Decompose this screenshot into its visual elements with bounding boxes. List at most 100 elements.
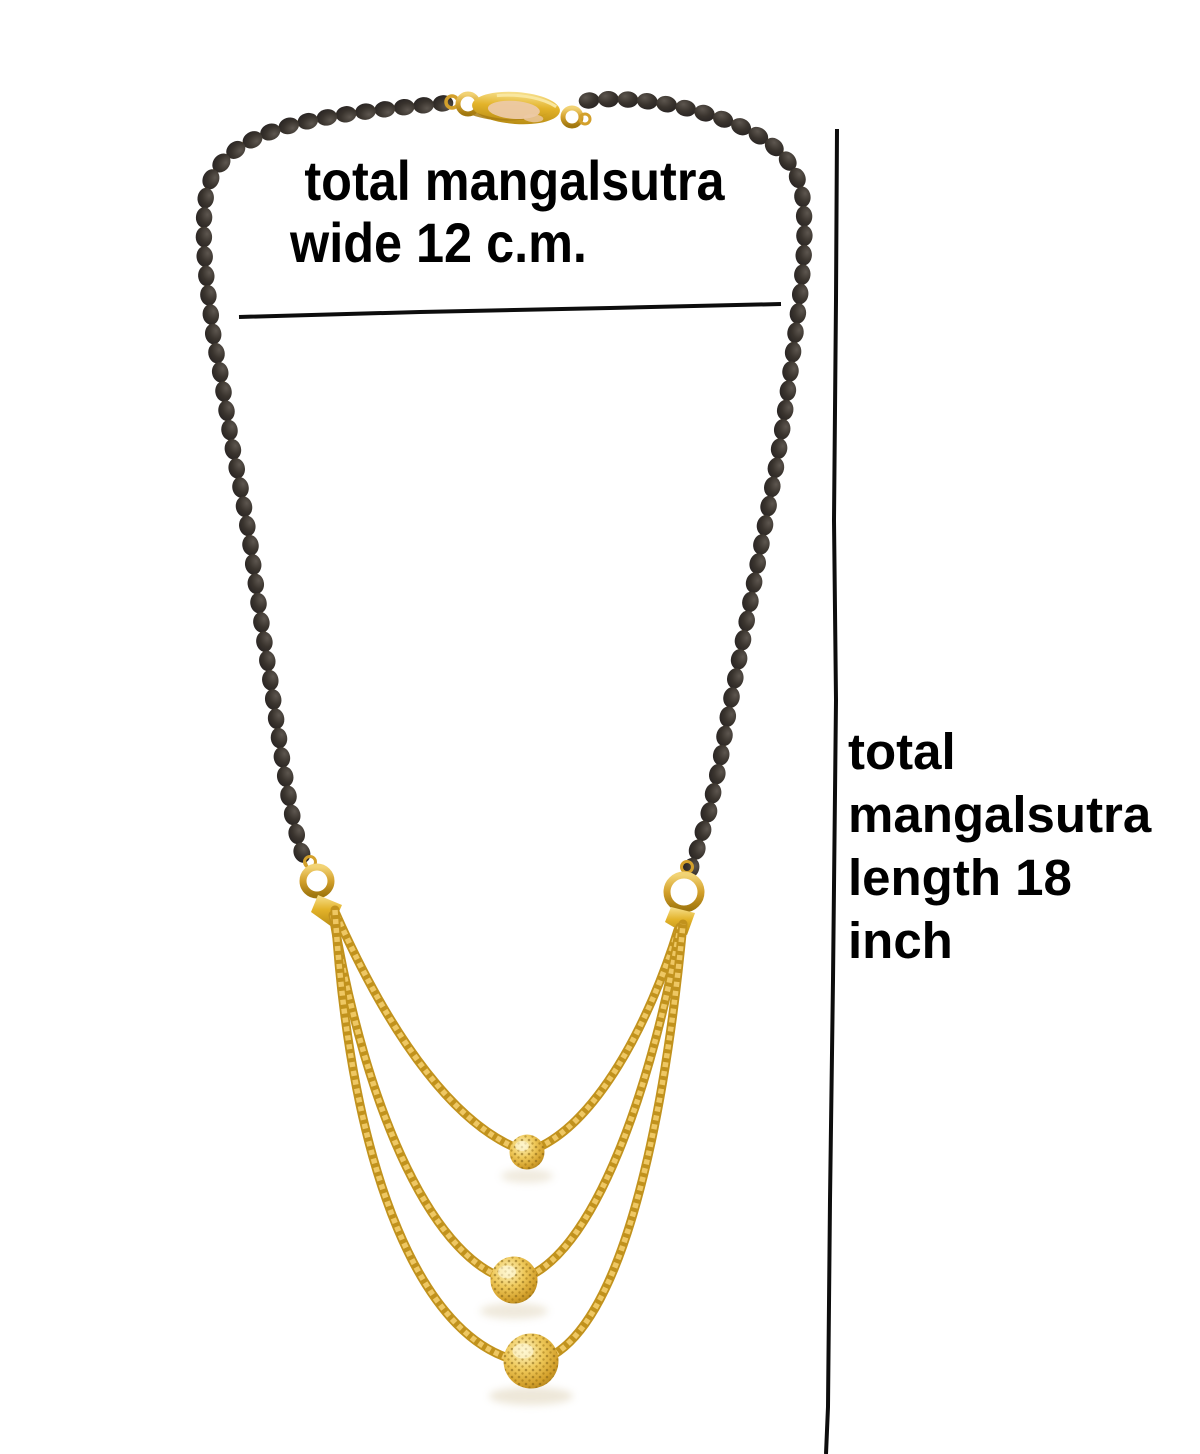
black-bead xyxy=(794,186,811,208)
black-bead xyxy=(288,823,306,845)
black-bead xyxy=(195,226,213,248)
black-bead xyxy=(749,553,766,574)
black-bead xyxy=(204,323,222,345)
black-bead xyxy=(283,804,301,826)
black-bead xyxy=(239,515,256,537)
black-bead xyxy=(716,725,733,747)
black-bead xyxy=(293,842,311,863)
length-annotation: total mangalsutra length 18 inch xyxy=(848,720,1151,972)
black-bead xyxy=(795,244,812,266)
black-bead xyxy=(235,496,253,517)
black-bead xyxy=(224,439,242,460)
black-bead xyxy=(250,592,267,614)
black-bead xyxy=(278,117,299,135)
black-bead xyxy=(776,399,794,421)
black-bead xyxy=(280,785,297,807)
black-bead xyxy=(796,225,813,246)
black-bead xyxy=(202,169,220,190)
black-bead xyxy=(215,381,232,402)
black-bead xyxy=(198,265,215,287)
black-bead xyxy=(745,572,763,593)
black-bead xyxy=(211,362,229,383)
black-bead xyxy=(226,140,246,159)
black-bead xyxy=(355,103,376,120)
black-bead xyxy=(196,246,213,267)
black-bead xyxy=(267,708,285,730)
black-bead xyxy=(675,99,696,117)
black-bead xyxy=(197,187,214,209)
black-bead xyxy=(789,303,807,324)
black-bead xyxy=(637,93,658,110)
black-bead xyxy=(200,285,217,306)
black-bead xyxy=(244,554,262,575)
black-bead xyxy=(262,669,279,691)
black-beads-left xyxy=(195,95,454,863)
gold-bead-small xyxy=(509,1134,545,1170)
black-bead xyxy=(767,457,785,479)
black-bead xyxy=(773,419,791,440)
black-bead xyxy=(782,361,799,382)
black-bead xyxy=(795,205,813,227)
black-bead xyxy=(374,101,396,118)
black-bead xyxy=(788,167,806,189)
black-bead xyxy=(694,820,712,842)
black-bead xyxy=(734,629,752,651)
black-bead xyxy=(264,689,282,710)
black-bead xyxy=(731,118,752,136)
black-bead xyxy=(753,534,770,555)
black-bead xyxy=(694,104,715,122)
black-bead xyxy=(756,515,774,536)
length-measure-line xyxy=(824,128,839,1454)
black-bead xyxy=(730,649,748,670)
black-bead xyxy=(335,106,357,123)
black-bead xyxy=(617,91,639,108)
black-bead xyxy=(700,802,718,823)
black-bead xyxy=(276,766,294,787)
black-bead xyxy=(221,419,238,441)
black-bead xyxy=(727,668,744,689)
bead-shadow-small xyxy=(501,1169,553,1183)
black-bead xyxy=(764,476,781,498)
black-bead xyxy=(778,151,797,171)
length-annotation-line4: inch xyxy=(848,912,953,969)
width-annotation-line2: wide 12 c.m. xyxy=(290,211,587,274)
black-bead xyxy=(764,137,784,157)
black-bead xyxy=(208,342,225,364)
black-bead xyxy=(656,95,677,113)
bead-shadow-large xyxy=(489,1387,573,1405)
length-annotation-line2: mangalsutra xyxy=(848,786,1152,843)
black-bead xyxy=(791,283,809,305)
black-bead xyxy=(202,304,220,325)
black-bead xyxy=(273,747,291,768)
length-annotation-line3: length 18 xyxy=(848,849,1072,906)
black-bead xyxy=(195,207,213,228)
width-annotation: total mangalsutra wide 12 c.m. xyxy=(290,150,724,274)
black-bead xyxy=(598,90,619,108)
black-bead xyxy=(578,92,600,109)
black-bead xyxy=(316,109,338,126)
black-bead xyxy=(794,264,811,285)
black-bead xyxy=(256,631,273,652)
right-connector-ring xyxy=(663,871,705,913)
gold-bead-medium xyxy=(490,1256,538,1304)
black-bead xyxy=(297,112,319,130)
black-bead xyxy=(260,123,281,141)
lobster-clasp xyxy=(444,91,592,129)
black-bead xyxy=(723,687,740,708)
black-bead xyxy=(218,400,235,422)
black-bead xyxy=(232,477,249,498)
width-measure-line xyxy=(238,302,782,319)
black-beads-right xyxy=(578,90,813,879)
black-bead xyxy=(247,573,265,595)
black-bead xyxy=(270,727,288,749)
bead-shadow-medium xyxy=(480,1303,548,1319)
black-bead xyxy=(413,97,434,114)
left-connector-ring xyxy=(299,863,335,899)
black-bead xyxy=(242,534,259,556)
black-bead xyxy=(212,153,231,173)
black-bead xyxy=(742,591,759,613)
black-bead xyxy=(253,612,270,633)
gold-bead-large xyxy=(503,1333,559,1389)
